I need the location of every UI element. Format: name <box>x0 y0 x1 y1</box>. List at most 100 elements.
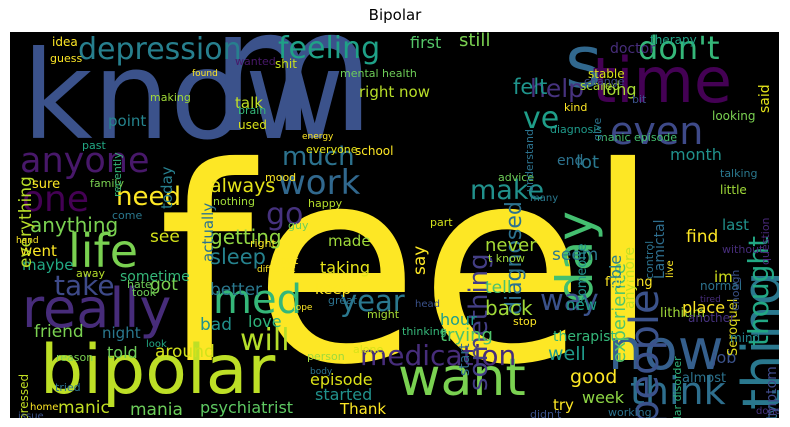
word-change: change <box>584 75 625 88</box>
word-control: control <box>643 240 656 279</box>
word-guy: guy <box>288 219 309 232</box>
word-talking: talking <box>720 167 758 180</box>
word-many: many <box>530 193 559 204</box>
word-making: making <box>150 91 191 104</box>
word-see: see <box>150 227 180 247</box>
word-depression: depression <box>78 32 242 67</box>
word-really: really <box>22 277 172 340</box>
word-im: im <box>714 268 733 286</box>
word-bad: bad <box>200 315 232 335</box>
word-take: take <box>54 269 115 302</box>
word-nothing: nothing <box>213 195 255 208</box>
word-life: life <box>68 224 139 278</box>
word-diagnosis: diagnosis <box>550 123 602 136</box>
word-find: find <box>686 227 719 247</box>
word-bipolar-disorder: bipolar disorder <box>671 356 684 418</box>
word-always: always <box>210 175 276 197</box>
word-right-now: right now <box>359 83 430 101</box>
word-first: first <box>410 33 442 52</box>
word-way: way <box>540 283 599 317</box>
word-bipolar: bipolar <box>40 331 276 410</box>
word-talk: talk <box>235 94 263 112</box>
word-stop: stop <box>513 315 537 328</box>
word-didnt: didn't <box>530 408 562 418</box>
word-body: body <box>310 367 333 377</box>
word-made: made <box>328 232 371 250</box>
word-sometime: sometime <box>120 269 190 285</box>
word-seem: seem <box>552 245 599 265</box>
word-brain: brain <box>238 104 267 117</box>
word-actually: actually <box>199 202 217 262</box>
word-psychiatrist: psychiatrist <box>200 398 294 417</box>
word-feel: feel <box>158 109 661 418</box>
word-much: much <box>282 142 355 172</box>
word-look: look <box>146 339 167 350</box>
word-never: never <box>485 235 537 256</box>
word-med: med <box>213 277 302 323</box>
word-hate: hate <box>127 278 152 291</box>
word-anyone: anyone <box>20 141 150 181</box>
word-someone: someone <box>575 243 590 304</box>
word-doctor: doctor <box>610 41 655 57</box>
word-m: m <box>210 32 376 171</box>
word-took: took <box>132 286 157 299</box>
word-good: good <box>570 366 618 388</box>
word-new: new <box>566 296 598 314</box>
word-guess: guess <box>50 52 83 65</box>
word-mind: mind <box>730 331 761 345</box>
word-long: long <box>602 80 637 99</box>
word-working: working <box>608 406 652 418</box>
word-love: love <box>248 312 282 331</box>
word-need: need <box>116 182 181 212</box>
word-go: go <box>266 197 304 232</box>
word-mania: mania <box>130 400 183 419</box>
word-t-know: t know <box>488 252 525 265</box>
word-almost: almost <box>682 371 727 386</box>
word-will: will <box>240 323 290 358</box>
word-getting: getting <box>210 225 282 249</box>
word-head: head <box>415 299 440 310</box>
word-tell: tell <box>485 278 512 298</box>
word-tried: tried <box>55 381 81 394</box>
word-wanted: wanted <box>235 55 276 68</box>
word-place: place <box>682 298 726 317</box>
word-dont: don't <box>638 32 720 67</box>
word-kind: kind <box>564 101 588 114</box>
word-enough: enough <box>729 269 742 311</box>
word-still: still <box>459 32 491 51</box>
word-time: time <box>592 44 733 117</box>
word-well: well <box>548 343 586 365</box>
word-therapist: therapist <box>553 329 616 345</box>
word-done: done <box>756 406 779 417</box>
word-hope: hope <box>290 303 313 313</box>
word-manic-episode: manic episode <box>597 131 678 144</box>
word-lot: lot <box>576 152 600 173</box>
word-today: today <box>158 166 176 210</box>
word-sure: sure <box>32 177 61 192</box>
word-back: back <box>485 296 533 320</box>
word-better: better <box>210 280 263 300</box>
word-everyone: everyone <box>306 143 358 156</box>
word-looking: looking <box>712 109 756 123</box>
word-month: month <box>670 145 722 164</box>
word-help: help <box>530 74 585 103</box>
word-understand: understand <box>523 128 536 192</box>
word-now: now <box>608 318 724 383</box>
word-think: think <box>630 369 726 413</box>
word-week: week <box>582 388 625 407</box>
word-little: little <box>720 183 747 197</box>
word-fucking: fucking <box>605 275 653 290</box>
word-make: make <box>470 175 545 206</box>
word-normal: normal <box>700 279 743 293</box>
word-person: person <box>307 350 345 363</box>
word-even: even <box>610 109 704 153</box>
word-manic: manic <box>58 398 110 418</box>
word-say: say <box>410 245 430 275</box>
word-away: away <box>76 267 105 280</box>
word-stable: stable <box>588 67 625 81</box>
word-night: night <box>102 324 141 342</box>
word-trying: trying <box>440 325 493 346</box>
word-come: come <box>112 209 143 222</box>
word-anything: anything <box>30 213 119 237</box>
word-taking: taking <box>320 258 371 277</box>
